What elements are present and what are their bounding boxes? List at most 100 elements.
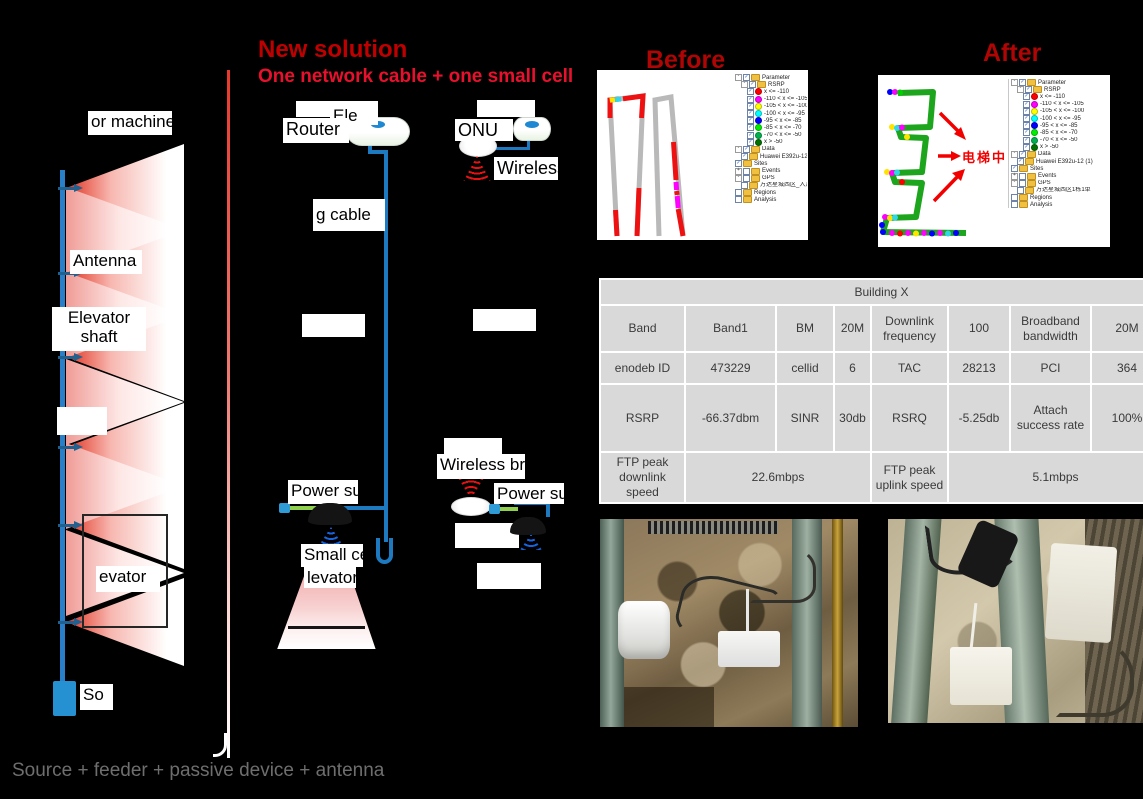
legend-label: -100 < x <= -95: [1040, 115, 1081, 122]
legend-label: Events: [762, 168, 781, 175]
wifi-waves-icon: [319, 527, 343, 545]
shadow-area: [624, 687, 714, 727]
legend-label: Regions: [754, 189, 777, 196]
legend-checkbox: ✓: [749, 81, 756, 89]
table-cell: FTP peak uplink speed: [872, 453, 947, 502]
legend-label: GPS: [1038, 180, 1051, 187]
router-text: Router: [286, 119, 341, 139]
folder-icon: [1019, 194, 1028, 202]
empty-label-box-right: [473, 309, 536, 331]
legend-row-parameter: - ✓ Parameter: [735, 74, 807, 82]
legend-checkbox: ✓: [747, 124, 754, 132]
legend-label: -110 < x <= -105: [1040, 101, 1084, 108]
onu-device-icon: [513, 117, 551, 141]
legend-checkbox: ✓: [747, 95, 754, 103]
legend-row-bin-2: ✓ -105 < x <= -100: [735, 102, 807, 110]
legend-checkbox: ✓: [1023, 143, 1030, 151]
network-cable-segment: [368, 143, 372, 152]
legend-checkbox: [741, 181, 748, 189]
legend-row-bin-5: ✓ -85 < x <= -70: [735, 124, 807, 132]
brass-pipe: [832, 519, 843, 727]
legend-row-bin-1: ✓ -110 < x <= -105: [1011, 100, 1108, 108]
rsrp-color-dot: [755, 117, 762, 125]
legend-row-bin-0: ✓ x <= -110: [1011, 93, 1108, 101]
legend-row-sites: ✓ Sites: [735, 160, 807, 168]
folder-icon: [751, 74, 760, 82]
network-cable-label: g cable: [313, 199, 385, 231]
folder-icon: [749, 153, 758, 161]
bridge-net-cable: [546, 501, 550, 517]
folder-icon: [1025, 186, 1034, 194]
table-cell: SINR: [777, 385, 833, 451]
legend-row-rsrp: - ✓ RSRP: [1011, 86, 1108, 94]
building-kpi-table: Building X Band Band1 BM 20M Downlink frequen…: [599, 278, 1143, 504]
table-cell: 100%: [1092, 385, 1143, 451]
legend-label: 万达星城西区_入凡: [760, 182, 807, 189]
white-antenna-unit: [618, 601, 670, 659]
legend-checkbox: ✓: [1023, 115, 1030, 123]
legend-label: RSRP: [768, 81, 785, 88]
legend-label: Data: [762, 146, 775, 153]
legend-label: Regions: [1030, 194, 1053, 201]
folder-icon: [743, 160, 752, 168]
legend-label: Huawei E392u-12 (1): [760, 153, 807, 160]
legend-label: -85 < x <= -70: [764, 124, 802, 131]
small-cell-label: Small cel: [301, 544, 363, 567]
legend-row-bin-1: ✓ -110 < x <= -105: [735, 95, 807, 103]
onu-cable-segment: [494, 147, 530, 150]
legend-label: -95 < x <= -85: [764, 117, 802, 124]
before-drive-test-panel: - ✓ Parameter - ✓ RSRP ✓ x <= -110 ✓ -110 < x <= …: [597, 70, 808, 240]
signal-source-box: [53, 681, 76, 716]
antenna-arrow-icon: [58, 443, 84, 452]
clipped-small-cell-box: [455, 523, 519, 548]
white-cpe-device: [950, 647, 1012, 705]
table-cell: 22.6mbps: [686, 453, 870, 502]
power-supply-text: Power sup: [291, 481, 358, 500]
folder-icon: [749, 181, 758, 189]
in-elevator-annotation: 电梯中: [962, 150, 1008, 165]
tree-expander-icon: -: [1011, 151, 1018, 158]
network-cable-segment: [368, 150, 388, 154]
legend-checkbox: [1019, 179, 1026, 187]
legend-checkbox: ✓: [747, 131, 754, 139]
tree-expander-icon: -: [1011, 180, 1018, 187]
white-cpe-device: [1044, 542, 1118, 644]
legend-row-bin-4: ✓ -95 < x <= -85: [735, 117, 807, 125]
table-cell: 20M: [835, 306, 870, 351]
legend-row-regions: Regions: [735, 189, 807, 197]
legend-row-analysis: Analysis: [735, 196, 807, 204]
legend-checkbox: [1019, 172, 1026, 180]
rsrp-legend-before: - ✓ Parameter - ✓ RSRP ✓ x <= -110 ✓ -110 < x <= …: [735, 74, 807, 204]
vent-grille: [648, 521, 778, 534]
clipped-label-box: [57, 407, 107, 435]
new-solution-title: New solution: [258, 36, 408, 63]
new-solution-subtitle: One network cable + one small cell: [258, 66, 574, 87]
onu-label: ONU: [455, 119, 513, 141]
legend-checkbox: ✓: [743, 74, 750, 82]
legend-checkbox: [1011, 201, 1018, 209]
folder-icon: [1033, 86, 1042, 94]
legend-row-bin-3: ✓ -100 < x <= -95: [1011, 115, 1108, 123]
table-cell: TAC: [872, 353, 947, 383]
rsrp-color-dot: [755, 110, 762, 118]
antenna-text: Antenna: [73, 251, 137, 270]
legend-checkbox: ✓: [1025, 86, 1032, 94]
after-route-plot: [879, 89, 967, 237]
source-label: So: [80, 684, 113, 710]
rsrp-color-dot: [1031, 107, 1038, 115]
legend-checkbox: ✓: [1011, 165, 1018, 173]
onu-text: ONU: [458, 120, 498, 140]
tree-expander-icon: -: [735, 74, 742, 82]
small-cell-2-icon: [510, 517, 546, 535]
legend-checkbox: ✓: [747, 138, 754, 146]
device-antenna: [969, 602, 978, 650]
folder-icon: [751, 167, 760, 175]
legend-label: Sites: [1030, 165, 1044, 172]
white-cpe-device: [718, 631, 780, 667]
legend-checkbox: ✓: [1017, 158, 1024, 166]
wifi-waves-up-icon: [457, 477, 485, 499]
legend-checkbox: ✓: [1023, 136, 1030, 144]
small-cell-text: Small cel: [304, 545, 363, 564]
legend-label: 万达星城西区1栋1单: [1036, 187, 1091, 194]
legend-label: x <= -110: [764, 88, 789, 95]
